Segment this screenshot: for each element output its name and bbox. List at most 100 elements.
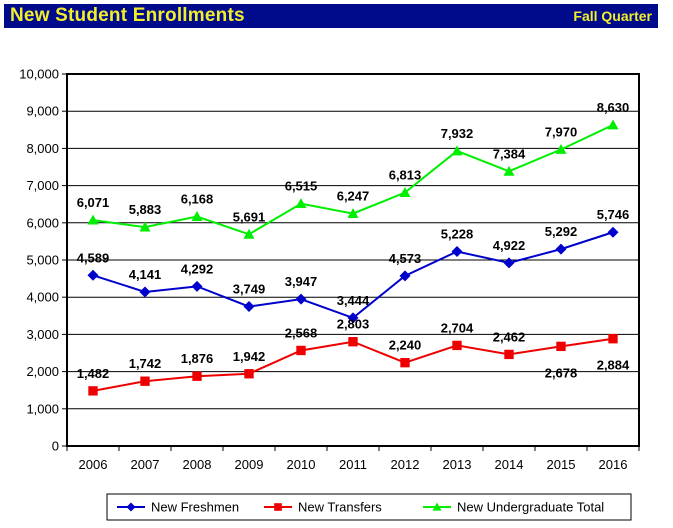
- data-point: [555, 243, 567, 255]
- data-point: [295, 293, 307, 305]
- header-banner: New Student Enrollments Fall Quarter: [4, 4, 658, 28]
- data-point: [400, 357, 410, 368]
- x-tick-label: 2008: [183, 457, 212, 472]
- data-point: [87, 214, 99, 225]
- y-tick-label: 10,000: [19, 67, 59, 82]
- data-label: 6,515: [285, 179, 318, 194]
- data-point: [191, 280, 203, 292]
- data-label: 5,883: [129, 202, 162, 217]
- data-label: 2,884: [597, 358, 630, 373]
- data-label: 7,384: [493, 146, 526, 161]
- data-point: [503, 165, 515, 176]
- y-tick-label: 5,000: [26, 253, 59, 268]
- data-point: [347, 312, 359, 324]
- data-point: [191, 211, 203, 221]
- y-tick-label: 7,000: [26, 178, 59, 193]
- data-point: [607, 119, 619, 130]
- data-point: [244, 369, 254, 379]
- data-point: [556, 341, 566, 352]
- data-label: 5,691: [233, 209, 266, 224]
- x-tick-label: 2012: [391, 457, 420, 472]
- data-label: 4,922: [493, 238, 526, 253]
- legend-label: New Undergraduate Total: [457, 500, 604, 515]
- legend-marker: [274, 503, 282, 511]
- data-point: [399, 187, 411, 197]
- data-point: [451, 145, 463, 156]
- data-label: 1,942: [233, 349, 266, 364]
- data-label: 6,813: [389, 168, 422, 183]
- x-tick-label: 2010: [287, 457, 316, 472]
- y-axis: 0 1,000 2,000 3,000 4,000 5,000 6,000 7,000 8,00…: [19, 67, 67, 454]
- series-group: [87, 119, 619, 396]
- page-subtitle: Fall Quarter: [573, 8, 652, 24]
- data-point: [243, 301, 255, 313]
- data-label: 5,228: [441, 227, 474, 242]
- legend-box: [106, 493, 632, 521]
- data-label: 3,444: [337, 293, 370, 308]
- legend: New Freshmen New Transfers New Undergradua…: [106, 493, 632, 521]
- data-label: 7,970: [545, 125, 578, 140]
- data-labels: 4,589 4,141 4,292 3,749 3,947 3,444 4,573 5,228…: [77, 100, 630, 381]
- series-line: [92, 337, 614, 392]
- data-label: 2,803: [337, 317, 370, 332]
- y-tick-label: 0: [52, 439, 59, 454]
- data-point: [192, 371, 202, 381]
- data-label: 2,240: [389, 338, 422, 353]
- data-point: [88, 386, 98, 396]
- data-point: [139, 286, 151, 298]
- data-point: [608, 334, 618, 344]
- data-label: 1,482: [77, 366, 110, 381]
- x-tick-label: 2015: [547, 457, 576, 472]
- data-label: 2,704: [441, 320, 474, 335]
- y-tick-label: 6,000: [26, 215, 59, 230]
- y-tick-label: 1,000: [26, 401, 59, 416]
- data-point: [140, 376, 150, 386]
- y-tick-label: 8,000: [26, 141, 59, 156]
- data-point: [348, 337, 358, 347]
- data-label: 4,141: [129, 267, 162, 282]
- data-label: 4,292: [181, 261, 214, 276]
- data-label: 2,568: [285, 325, 318, 340]
- data-point: [399, 270, 411, 282]
- y-tick-label: 4,000: [26, 290, 59, 305]
- data-label: 1,742: [129, 356, 162, 371]
- data-label: 4,589: [77, 250, 110, 265]
- legend-marker: [432, 502, 442, 511]
- y-tick-label: 2,000: [26, 364, 59, 379]
- x-tick-label: 2006: [79, 457, 108, 472]
- data-point: [451, 246, 463, 258]
- data-label: 4,573: [389, 251, 422, 266]
- data-point: [295, 198, 307, 209]
- data-label: 3,749: [233, 282, 266, 297]
- page-title: New Student Enrollments: [10, 5, 245, 26]
- data-label: 8,630: [597, 100, 630, 115]
- data-label: 5,746: [597, 207, 630, 222]
- legend-marker: [126, 502, 136, 512]
- x-axis: 2006 2007 2008 2009 2010 2011 2012 2013 2014 2015…: [66, 446, 640, 472]
- data-label: 6,168: [181, 192, 214, 207]
- data-label: 6,247: [337, 189, 370, 204]
- data-label: 3,947: [285, 274, 318, 289]
- data-label: 2,462: [493, 329, 526, 344]
- legend-label: New Freshmen: [151, 500, 239, 515]
- data-point: [243, 228, 255, 239]
- data-point: [347, 208, 359, 219]
- data-point: [504, 349, 514, 360]
- legend-label: New Transfers: [298, 500, 382, 515]
- data-label: 6,071: [77, 195, 110, 210]
- y-tick-label: 3,000: [26, 327, 59, 342]
- data-point: [296, 345, 306, 356]
- data-label: 1,876: [181, 351, 214, 366]
- data-label: 7,932: [441, 126, 474, 141]
- x-tick-label: 2016: [599, 457, 628, 472]
- x-tick-label: 2011: [339, 457, 367, 472]
- x-tick-label: 2009: [235, 457, 264, 472]
- x-tick-label: 2013: [443, 457, 472, 472]
- data-point: [503, 257, 515, 269]
- data-label: 5,292: [545, 224, 578, 239]
- y-tick-label: 9,000: [26, 104, 59, 119]
- data-point: [452, 340, 462, 351]
- x-tick-label: 2007: [131, 457, 160, 472]
- data-point: [87, 269, 99, 281]
